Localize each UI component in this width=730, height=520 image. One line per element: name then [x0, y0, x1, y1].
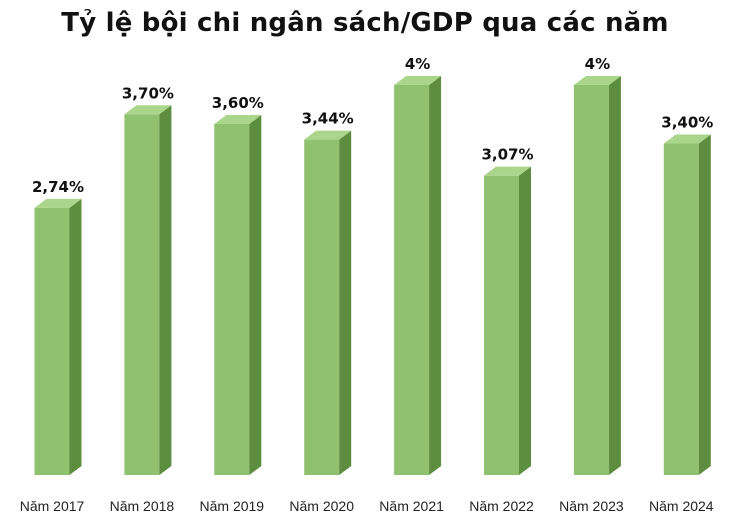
bar-front-8	[663, 143, 699, 475]
category-label-4: Năm 2020	[289, 498, 354, 514]
value-label-3: 3,60%	[212, 94, 264, 112]
value-label-8: 3,40%	[661, 114, 713, 132]
bar-top-3	[214, 115, 262, 124]
category-label-2: Năm 2018	[110, 498, 175, 514]
bar-2	[124, 105, 172, 475]
bar-7	[573, 76, 621, 475]
category-label-1: Năm 2017	[20, 498, 85, 514]
category-label-3: Năm 2019	[200, 498, 265, 514]
value-labels-layer: 2,74% 3,70% 3,60% 3,44% 4% 3,07% 4% 3,40%	[32, 55, 713, 196]
bar-side-5	[429, 76, 442, 475]
category-labels-layer: Năm 2017 Năm 2018 Năm 2019 Năm 2020 Năm 2021…	[20, 498, 714, 514]
bar-top-5	[394, 76, 442, 85]
bar-top-7	[573, 76, 621, 85]
bar-side-4	[339, 130, 352, 475]
value-label-5: 4%	[405, 55, 430, 73]
bar-side-2	[159, 105, 172, 475]
bar-front-6	[484, 175, 519, 476]
bar-4	[304, 130, 352, 475]
bar-front-7	[573, 85, 609, 475]
value-label-2: 3,70%	[122, 84, 174, 102]
bar-side-1	[69, 198, 82, 475]
bar-side-7	[608, 76, 621, 475]
bar-8	[663, 134, 711, 475]
bar-top-2	[124, 105, 172, 115]
bar-6	[484, 166, 531, 476]
category-label-6: Năm 2022	[469, 498, 534, 514]
bar-front-5	[394, 85, 430, 475]
bar-side-3	[249, 115, 262, 475]
bar-top-1	[34, 198, 82, 208]
bar-front-3	[214, 124, 250, 475]
bar-front-1	[34, 207, 70, 475]
chart-title: Tỷ lệ bội chi ngân sách/GDP qua các năm	[61, 8, 669, 38]
bar-top-8	[663, 134, 711, 144]
category-label-7: Năm 2023	[559, 498, 624, 514]
bar-1	[34, 198, 82, 475]
category-label-8: Năm 2024	[649, 498, 714, 514]
value-label-1: 2,74%	[32, 178, 84, 196]
bar-top-6	[484, 166, 531, 176]
value-label-7: 4%	[585, 55, 610, 73]
bars-layer	[34, 76, 711, 476]
bar-3	[214, 115, 262, 475]
bar-top-4	[304, 130, 352, 140]
value-label-4: 3,44%	[302, 110, 354, 128]
value-label-6: 3,07%	[481, 146, 533, 164]
category-label-5: Năm 2021	[379, 498, 444, 514]
bar-front-2	[124, 114, 160, 475]
bar-side-8	[698, 134, 711, 475]
bar-front-4	[304, 139, 340, 475]
bar-5	[394, 76, 442, 475]
bar-side-6	[519, 166, 531, 476]
